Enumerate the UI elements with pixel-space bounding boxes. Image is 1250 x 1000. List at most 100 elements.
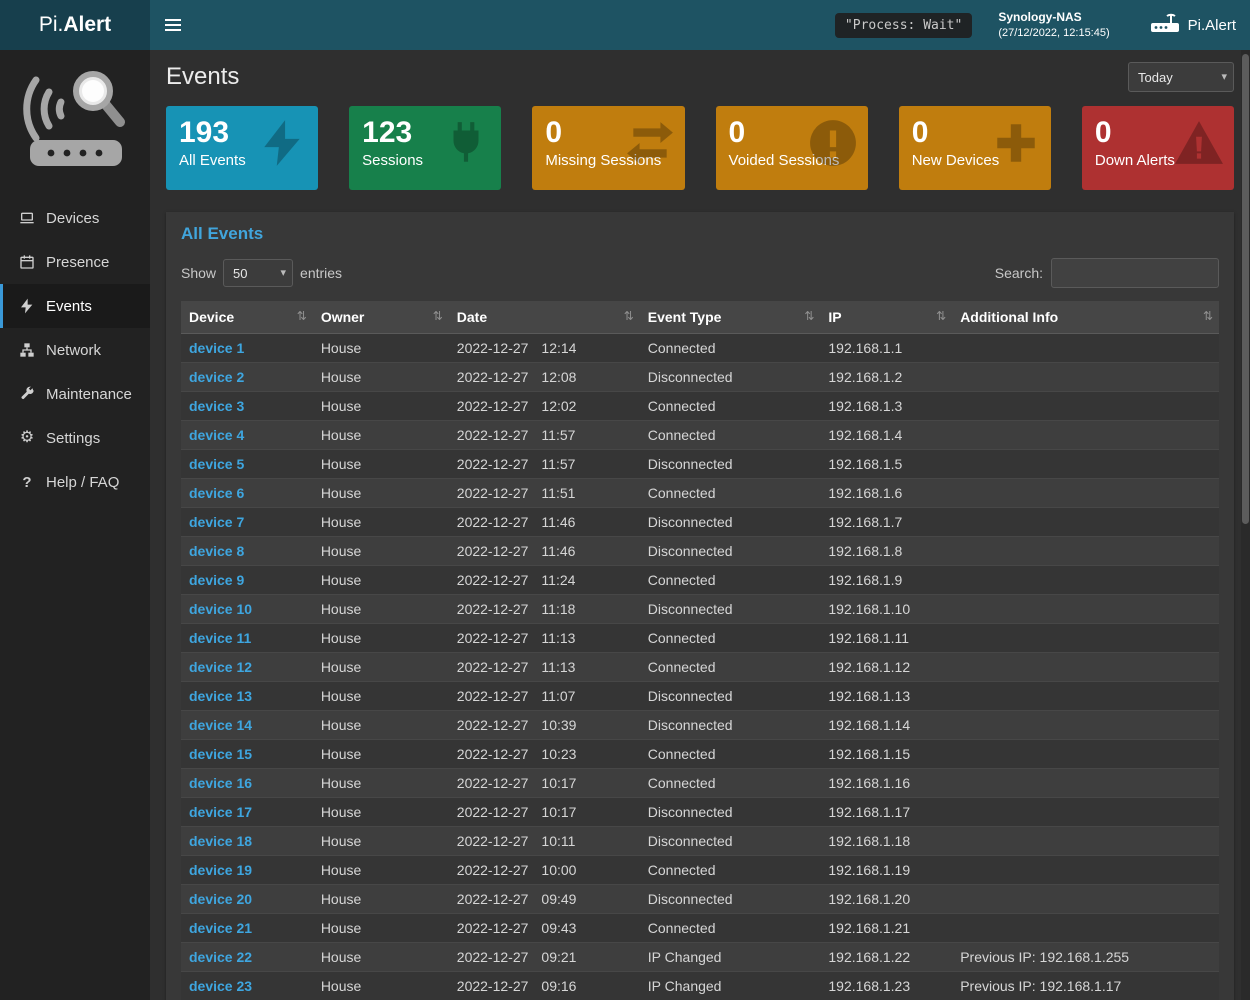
plus-icon bbox=[991, 118, 1041, 173]
scrollbar-thumb[interactable] bbox=[1242, 54, 1249, 524]
hamburger-menu-icon[interactable] bbox=[150, 0, 196, 50]
device-link[interactable]: device 4 bbox=[189, 427, 245, 443]
owner-cell: House bbox=[312, 449, 449, 479]
date-cell: 2022-12-27 11:57 bbox=[448, 420, 640, 450]
device-link[interactable]: device 21 bbox=[189, 920, 253, 936]
device-link[interactable]: device 2 bbox=[189, 369, 245, 385]
device-link[interactable]: device 3 bbox=[189, 398, 245, 414]
time-value: 11:51 bbox=[541, 485, 576, 501]
period-select[interactable]: Today bbox=[1128, 62, 1234, 92]
sidebar-item-network[interactable]: Network bbox=[0, 328, 150, 372]
table-row: device 7 House 2022-12-27 11:46 Disconnected… bbox=[181, 507, 1219, 537]
summary-card-down-alerts[interactable]: 0 Down Alerts bbox=[1081, 106, 1235, 190]
card-label: All Events bbox=[179, 152, 246, 169]
event-type-cell: Connected bbox=[639, 855, 821, 885]
ip-cell: 192.168.1.17 bbox=[820, 797, 953, 827]
ip-cell: 192.168.1.3 bbox=[820, 391, 953, 421]
summary-card-all-events[interactable]: 193 All Events bbox=[166, 106, 319, 190]
date-value: 2022-12-27 bbox=[456, 630, 529, 646]
date-cell: 2022-12-27 09:16 bbox=[448, 971, 640, 1000]
search-label: Search: bbox=[994, 265, 1043, 281]
table-row: device 19 House 2022-12-27 10:00 Connected 19… bbox=[181, 855, 1219, 885]
page-length-control: Show 50 ▾ entries bbox=[181, 259, 342, 287]
device-link[interactable]: device 19 bbox=[189, 862, 253, 878]
date-cell: 2022-12-27 10:11 bbox=[448, 826, 640, 856]
device-link[interactable]: device 16 bbox=[189, 775, 253, 791]
ip-cell: 192.168.1.14 bbox=[820, 710, 953, 740]
sidebar-item-maintenance[interactable]: Maintenance bbox=[0, 372, 150, 416]
search-input[interactable] bbox=[1051, 258, 1219, 288]
owner-cell: House bbox=[312, 971, 449, 1000]
entries-select[interactable]: 50 bbox=[223, 259, 294, 287]
device-link[interactable]: device 5 bbox=[189, 456, 245, 472]
summary-card-voided-sessions[interactable]: 0 Voided Sessions bbox=[715, 106, 868, 190]
owner-cell: House bbox=[312, 681, 449, 711]
column-header-owner[interactable]: Owner ⇅ bbox=[312, 301, 449, 334]
scrollbar[interactable] bbox=[1241, 50, 1250, 1000]
info-cell bbox=[952, 884, 1219, 914]
info-cell: Previous IP: 192.168.1.255 bbox=[952, 942, 1219, 972]
table-row: device 1 House 2022-12-27 12:14 Connected 192… bbox=[181, 333, 1219, 363]
column-header-ip[interactable]: IP ⇅ bbox=[820, 301, 953, 334]
date-value: 2022-12-27 bbox=[456, 543, 529, 559]
device-link[interactable]: device 23 bbox=[189, 978, 253, 994]
summary-card-new-devices[interactable]: 0 New Devices bbox=[898, 106, 1051, 190]
column-header-event-type[interactable]: Event Type ⇅ bbox=[639, 301, 821, 334]
sidebar-item-help-faq[interactable]: ? Help / FAQ bbox=[0, 460, 150, 504]
time-value: 11:46 bbox=[541, 514, 576, 530]
owner-cell: House bbox=[312, 652, 449, 682]
device-cell: device 5 bbox=[181, 449, 313, 479]
time-value: 11:13 bbox=[541, 659, 576, 675]
device-link[interactable]: device 8 bbox=[189, 543, 245, 559]
sidebar-item-settings[interactable]: ⚙ Settings bbox=[0, 416, 150, 460]
date-cell: 2022-12-27 11:13 bbox=[448, 623, 640, 653]
device-link[interactable]: device 13 bbox=[189, 688, 253, 704]
device-link[interactable]: device 18 bbox=[189, 833, 253, 849]
date-value: 2022-12-27 bbox=[456, 862, 529, 878]
sidebar-item-events[interactable]: Events bbox=[0, 284, 150, 328]
date-cell: 2022-12-27 11:46 bbox=[448, 507, 640, 537]
table-row: device 10 House 2022-12-27 11:18 Disconnecte… bbox=[181, 594, 1219, 624]
device-link[interactable]: device 11 bbox=[189, 630, 252, 646]
summary-card-missing-sessions[interactable]: 0 Missing Sessions bbox=[532, 106, 685, 190]
device-link[interactable]: device 17 bbox=[189, 804, 253, 820]
device-link[interactable]: device 15 bbox=[189, 746, 253, 762]
column-header-device[interactable]: Device ⇅ bbox=[181, 301, 313, 334]
device-cell: device 19 bbox=[181, 855, 313, 885]
sort-icon: ⇅ bbox=[1202, 309, 1213, 323]
host-timestamp: (27/12/2022, 12:15:45) bbox=[998, 26, 1110, 39]
events-panel: All Events Show 50 ▾ entries Search: Dev… bbox=[166, 212, 1234, 1000]
date-value: 2022-12-27 bbox=[456, 485, 529, 501]
sidebar-item-devices[interactable]: Devices bbox=[0, 196, 150, 240]
brand[interactable]: Pi. Alert bbox=[0, 0, 150, 50]
column-header-date[interactable]: Date ⇅ bbox=[448, 301, 640, 334]
process-status-badge: "Process: Wait" bbox=[834, 12, 973, 38]
table-row: device 23 House 2022-12-27 09:16 IP Changed 1… bbox=[181, 971, 1219, 1000]
column-header-additional-info[interactable]: Additional Info ⇅ bbox=[952, 301, 1219, 334]
sort-icon: ⇅ bbox=[623, 309, 634, 323]
date-value: 2022-12-27 bbox=[456, 572, 529, 588]
time-value: 12:14 bbox=[541, 340, 577, 356]
sidebar-item-presence[interactable]: Presence bbox=[0, 240, 150, 284]
brand-bold: Alert bbox=[63, 13, 112, 36]
device-link[interactable]: device 20 bbox=[189, 891, 253, 907]
topbar-app-link[interactable]: Pi.Alert bbox=[1150, 12, 1236, 38]
owner-cell: House bbox=[312, 826, 449, 856]
date-cell: 2022-12-27 09:21 bbox=[448, 942, 640, 972]
device-link[interactable]: device 1 bbox=[189, 340, 245, 356]
sort-icon: ⇅ bbox=[936, 309, 947, 323]
info-cell bbox=[952, 652, 1219, 682]
device-link[interactable]: device 14 bbox=[189, 717, 253, 733]
table-row: device 17 House 2022-12-27 10:17 Disconnecte… bbox=[181, 797, 1219, 827]
summary-card-sessions[interactable]: 123 Sessions bbox=[349, 106, 502, 190]
card-label: Down Alerts bbox=[1094, 152, 1175, 169]
device-link[interactable]: device 10 bbox=[189, 601, 253, 617]
device-link[interactable]: device 12 bbox=[189, 659, 253, 675]
search-control: Search: bbox=[995, 258, 1219, 288]
device-link[interactable]: device 9 bbox=[189, 572, 245, 588]
device-link[interactable]: device 7 bbox=[189, 514, 245, 530]
page-title: Events bbox=[166, 63, 240, 90]
device-link[interactable]: device 22 bbox=[189, 949, 253, 965]
device-link[interactable]: device 6 bbox=[189, 485, 245, 501]
table-row: device 9 House 2022-12-27 11:24 Connected 192… bbox=[181, 565, 1219, 595]
